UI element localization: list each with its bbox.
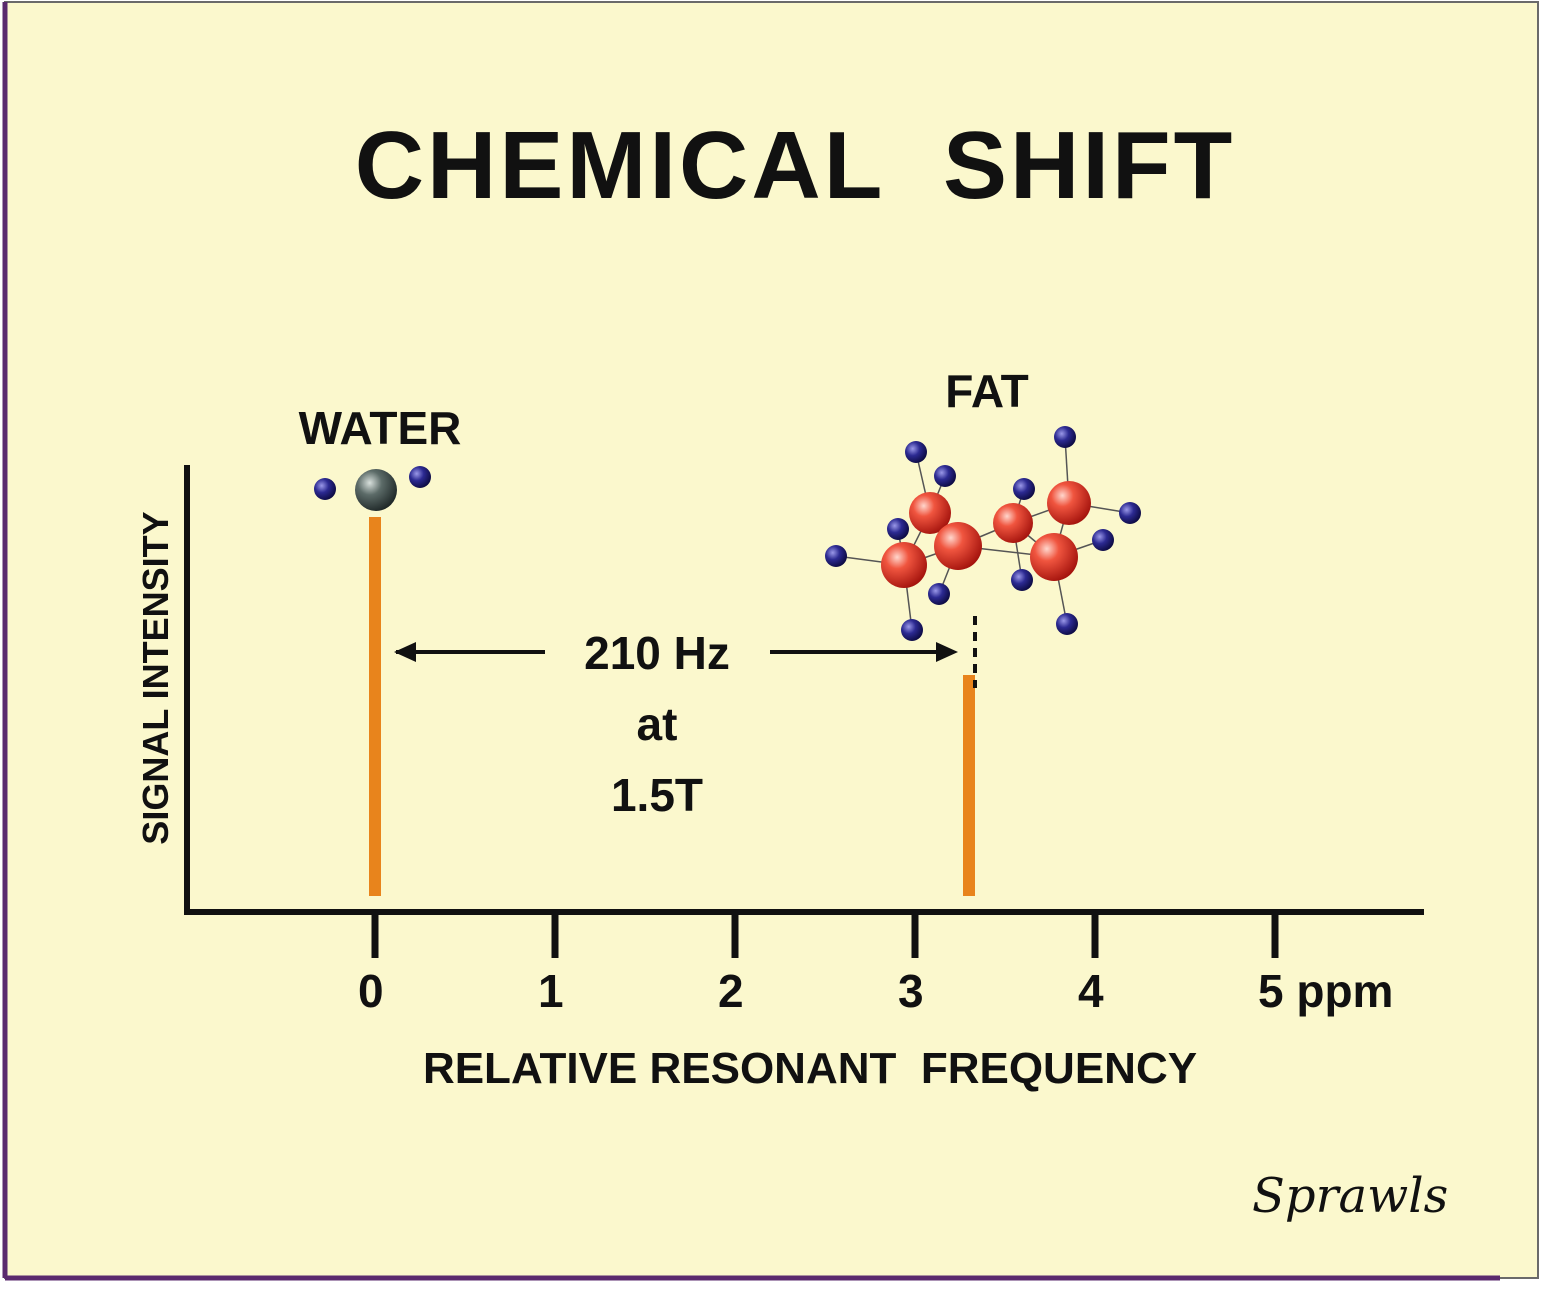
water-label: WATER	[299, 402, 462, 454]
x-tick-labels: 0 1 2 3 4 5 ppm	[358, 965, 1393, 1017]
x-tick-label: 4	[1078, 965, 1104, 1017]
fat-molecule-icon	[825, 426, 1141, 641]
fat-label: FAT	[945, 365, 1028, 417]
x-tick-marks	[371, 914, 1279, 958]
fat-peak	[963, 675, 975, 896]
x-tick-label: 0	[358, 965, 384, 1017]
x-tick-label: 2	[718, 965, 744, 1017]
x-tick-label: 5 ppm	[1258, 965, 1393, 1017]
y-axis-label: SIGNAL INTENSITY	[135, 511, 176, 844]
x-tick-label: 1	[538, 965, 564, 1017]
shift-frequency-text: 210 Hz	[584, 627, 730, 679]
x-axis-label: RELATIVE RESONANT FREQUENCY	[423, 1044, 1197, 1093]
water-molecule-icon	[314, 466, 431, 511]
shift-field-strength-text: 1.5T	[611, 769, 703, 821]
author-signature: Sprawls	[1252, 1168, 1448, 1224]
spectrum-peaks	[369, 517, 975, 896]
shift-at-text: at	[637, 698, 678, 750]
water-peak	[369, 517, 381, 896]
x-tick-label: 3	[898, 965, 924, 1017]
background-panel	[4, 1, 1539, 1279]
shift-arrow	[394, 642, 958, 662]
diagram-title: CHEMICAL SHIFT	[355, 112, 1236, 219]
